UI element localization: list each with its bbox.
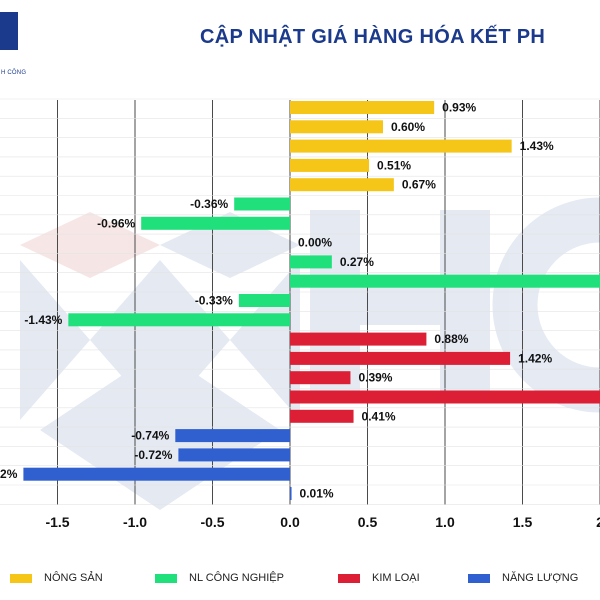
bar-nl_cong_nghiep-5 xyxy=(238,294,290,307)
legend-swatch-nl-cong-nghiep xyxy=(155,573,177,583)
legend-swatch-nang-luong xyxy=(468,573,490,583)
legend-label-nl-cong-nghiep: NL CÔNG NGHIỆP xyxy=(189,572,284,584)
bar-nang_luong-1 xyxy=(178,448,290,462)
data-label-nong_san-4: 0.67% xyxy=(402,178,436,192)
bars-group xyxy=(23,101,600,500)
data-label-kim_loai-2: 0.39% xyxy=(358,371,392,385)
brand-logo: H CÔNG xyxy=(0,12,40,76)
logo-mark xyxy=(0,12,18,50)
x-tick-label: 2 xyxy=(596,514,600,530)
data-labels-group: 0.93% 0.60% 1.43% 0.51% 0.67% -0.36% -0.96% 0.0… xyxy=(0,101,554,501)
legend-swatch-nong-san xyxy=(10,573,32,583)
data-label-kim_loai-4: 0.41% xyxy=(362,409,396,423)
x-tick-label: -1.5 xyxy=(45,514,69,530)
grid-lines xyxy=(0,98,600,505)
data-label-nong_san-0: 0.93% xyxy=(442,101,476,115)
legend: NÔNG SẢN NL CÔNG NGHIỆP KIM LOẠI NĂNG LƯ… xyxy=(0,572,600,592)
data-label-nong_san-1: 0.60% xyxy=(391,120,425,134)
data-label-nang_luong-0: -0.74% xyxy=(131,429,169,443)
bar-nong_san-4 xyxy=(290,178,394,192)
data-label-nl_cong_nghiep-3: 0.27% xyxy=(340,255,374,269)
data-label-kim_loai-0: 0.88% xyxy=(434,332,468,346)
bar-nang_luong-2 xyxy=(23,467,291,481)
bar-nong_san-0 xyxy=(290,101,435,114)
bar-kim_loai-0 xyxy=(290,332,427,346)
legend-label-nong-san: NÔNG SẢN xyxy=(44,572,103,584)
data-label-nong_san-2: 1.43% xyxy=(520,139,554,153)
bar-nong_san-2 xyxy=(290,139,512,153)
bar-nl_cong_nghiep-6 xyxy=(68,313,290,327)
data-label-nl_cong_nghiep-2: 0.00% xyxy=(298,236,332,250)
bar-nl_cong_nghiep-3 xyxy=(290,255,332,269)
data-label-nang_luong-3: 0.01% xyxy=(300,487,334,501)
bar-nong_san-3 xyxy=(290,158,370,172)
bar-kim_loai-2 xyxy=(290,371,351,385)
data-label-nl_cong_nghiep-6: -1.43% xyxy=(24,313,62,327)
x-tick-label: 1.5 xyxy=(513,514,533,530)
bar-nl_cong_nghiep-1 xyxy=(141,216,290,230)
bar-kim_loai-4 xyxy=(290,409,354,423)
data-label-nang_luong-1: -0.72% xyxy=(134,448,172,462)
x-tick-label: -0.5 xyxy=(200,514,224,530)
logo-tagline: H CÔNG xyxy=(1,70,27,76)
legend-item-kim-loai: KIM LOẠI xyxy=(338,572,420,584)
legend-item-nl-cong-nghiep: NL CÔNG NGHIỆP xyxy=(155,572,284,584)
data-label-nl_cong_nghiep-1: -0.96% xyxy=(97,216,135,230)
data-label-nong_san-3: 0.51% xyxy=(377,158,411,172)
data-label-nl_cong_nghiep-5: -0.33% xyxy=(195,294,233,308)
legend-swatch-kim-loai xyxy=(338,573,360,583)
bar-kim_loai-1 xyxy=(290,351,511,365)
x-tick-label: -1.0 xyxy=(123,514,147,530)
x-tick-label: 0.0 xyxy=(280,514,300,530)
bar-kim_loai-3 xyxy=(290,390,600,404)
bar-nong_san-1 xyxy=(290,120,383,134)
data-label-nang_luong-2: 2% xyxy=(0,467,18,481)
page-title: CẬP NHẬT GIÁ HÀNG HÓA KẾT PH xyxy=(200,26,546,48)
data-label-kim_loai-1: 1.42% xyxy=(518,351,552,365)
x-tick-label: 0.5 xyxy=(358,514,378,530)
x-tick-label: 1.0 xyxy=(435,514,455,530)
legend-item-nang-luong: NĂNG LƯỢNG xyxy=(468,572,578,584)
legend-label-nang-luong: NĂNG LƯỢNG xyxy=(502,572,579,584)
bar-nl_cong_nghiep-0 xyxy=(234,197,290,211)
legend-item-nong-san: NÔNG SẢN xyxy=(10,572,103,584)
x-axis-ticks: -1.5 -1.0 -0.5 0.0 0.5 1.0 1.5 2 xyxy=(45,514,600,530)
data-label-nl_cong_nghiep-0: -0.36% xyxy=(190,197,228,211)
bar-nang_luong-3 xyxy=(290,487,292,500)
bar-nang_luong-0 xyxy=(175,429,290,443)
bar-nl_cong_nghiep-4 xyxy=(290,274,600,288)
legend-label-kim-loai: KIM LOẠI xyxy=(372,572,420,584)
